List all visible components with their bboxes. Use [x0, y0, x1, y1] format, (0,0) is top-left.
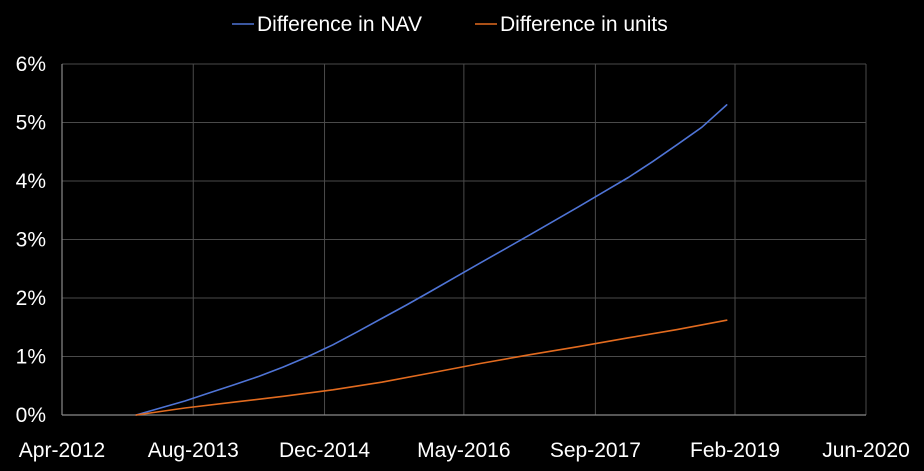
y-tick-label: 5%	[16, 112, 46, 135]
x-tick-label: May-2016	[417, 439, 510, 462]
legend-label: Difference in units	[500, 13, 668, 36]
series-lines	[135, 104, 728, 416]
y-tick-labels: 0% 1% 2% 3% 4% 5% 6%	[16, 53, 46, 427]
x-tick-labels: Apr-2012 Aug-2013 Dec-2014 May-2016 Sep-2017…	[19, 439, 910, 462]
legend-item-units: Difference in units	[475, 13, 668, 36]
y-tick-label: 1%	[16, 346, 46, 369]
legend: Difference in NAV Difference in units	[232, 13, 668, 36]
x-tick-label: Dec-2014	[279, 439, 370, 462]
y-tick-label: 0%	[16, 404, 46, 427]
x-tick-label: Jun-2020	[822, 439, 910, 462]
series-line-units	[135, 319, 728, 416]
gridlines	[62, 63, 867, 415]
legend-item-nav: Difference in NAV	[232, 13, 422, 36]
x-tick-label: Apr-2012	[19, 439, 105, 462]
y-tick-label: 2%	[16, 287, 46, 310]
x-tick-label: Aug-2013	[148, 439, 239, 462]
y-tick-label: 3%	[16, 229, 46, 252]
x-tick-label: Feb-2019	[690, 439, 780, 462]
x-tick-label: Sep-2017	[550, 439, 641, 462]
legend-label: Difference in NAV	[257, 13, 422, 36]
y-tick-label: 4%	[16, 170, 46, 193]
series-line-nav	[135, 104, 728, 416]
y-tick-label: 6%	[16, 53, 46, 76]
axes	[61, 64, 866, 416]
